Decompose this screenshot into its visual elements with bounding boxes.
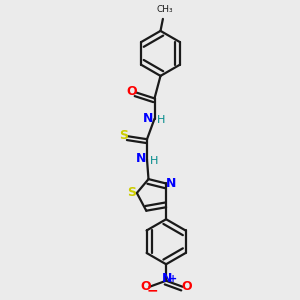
Text: S: S xyxy=(119,129,128,142)
Text: O: O xyxy=(126,85,137,98)
Text: CH₃: CH₃ xyxy=(156,5,173,14)
Text: H: H xyxy=(149,155,158,166)
Text: N: N xyxy=(166,177,177,190)
Text: +: + xyxy=(169,274,177,284)
Text: O: O xyxy=(182,280,192,293)
Text: N: N xyxy=(143,112,154,125)
Text: N: N xyxy=(161,272,172,285)
Text: S: S xyxy=(127,186,136,199)
Text: −: − xyxy=(146,283,158,297)
Text: N: N xyxy=(136,152,146,166)
Text: O: O xyxy=(140,280,151,293)
Text: H: H xyxy=(157,115,165,125)
